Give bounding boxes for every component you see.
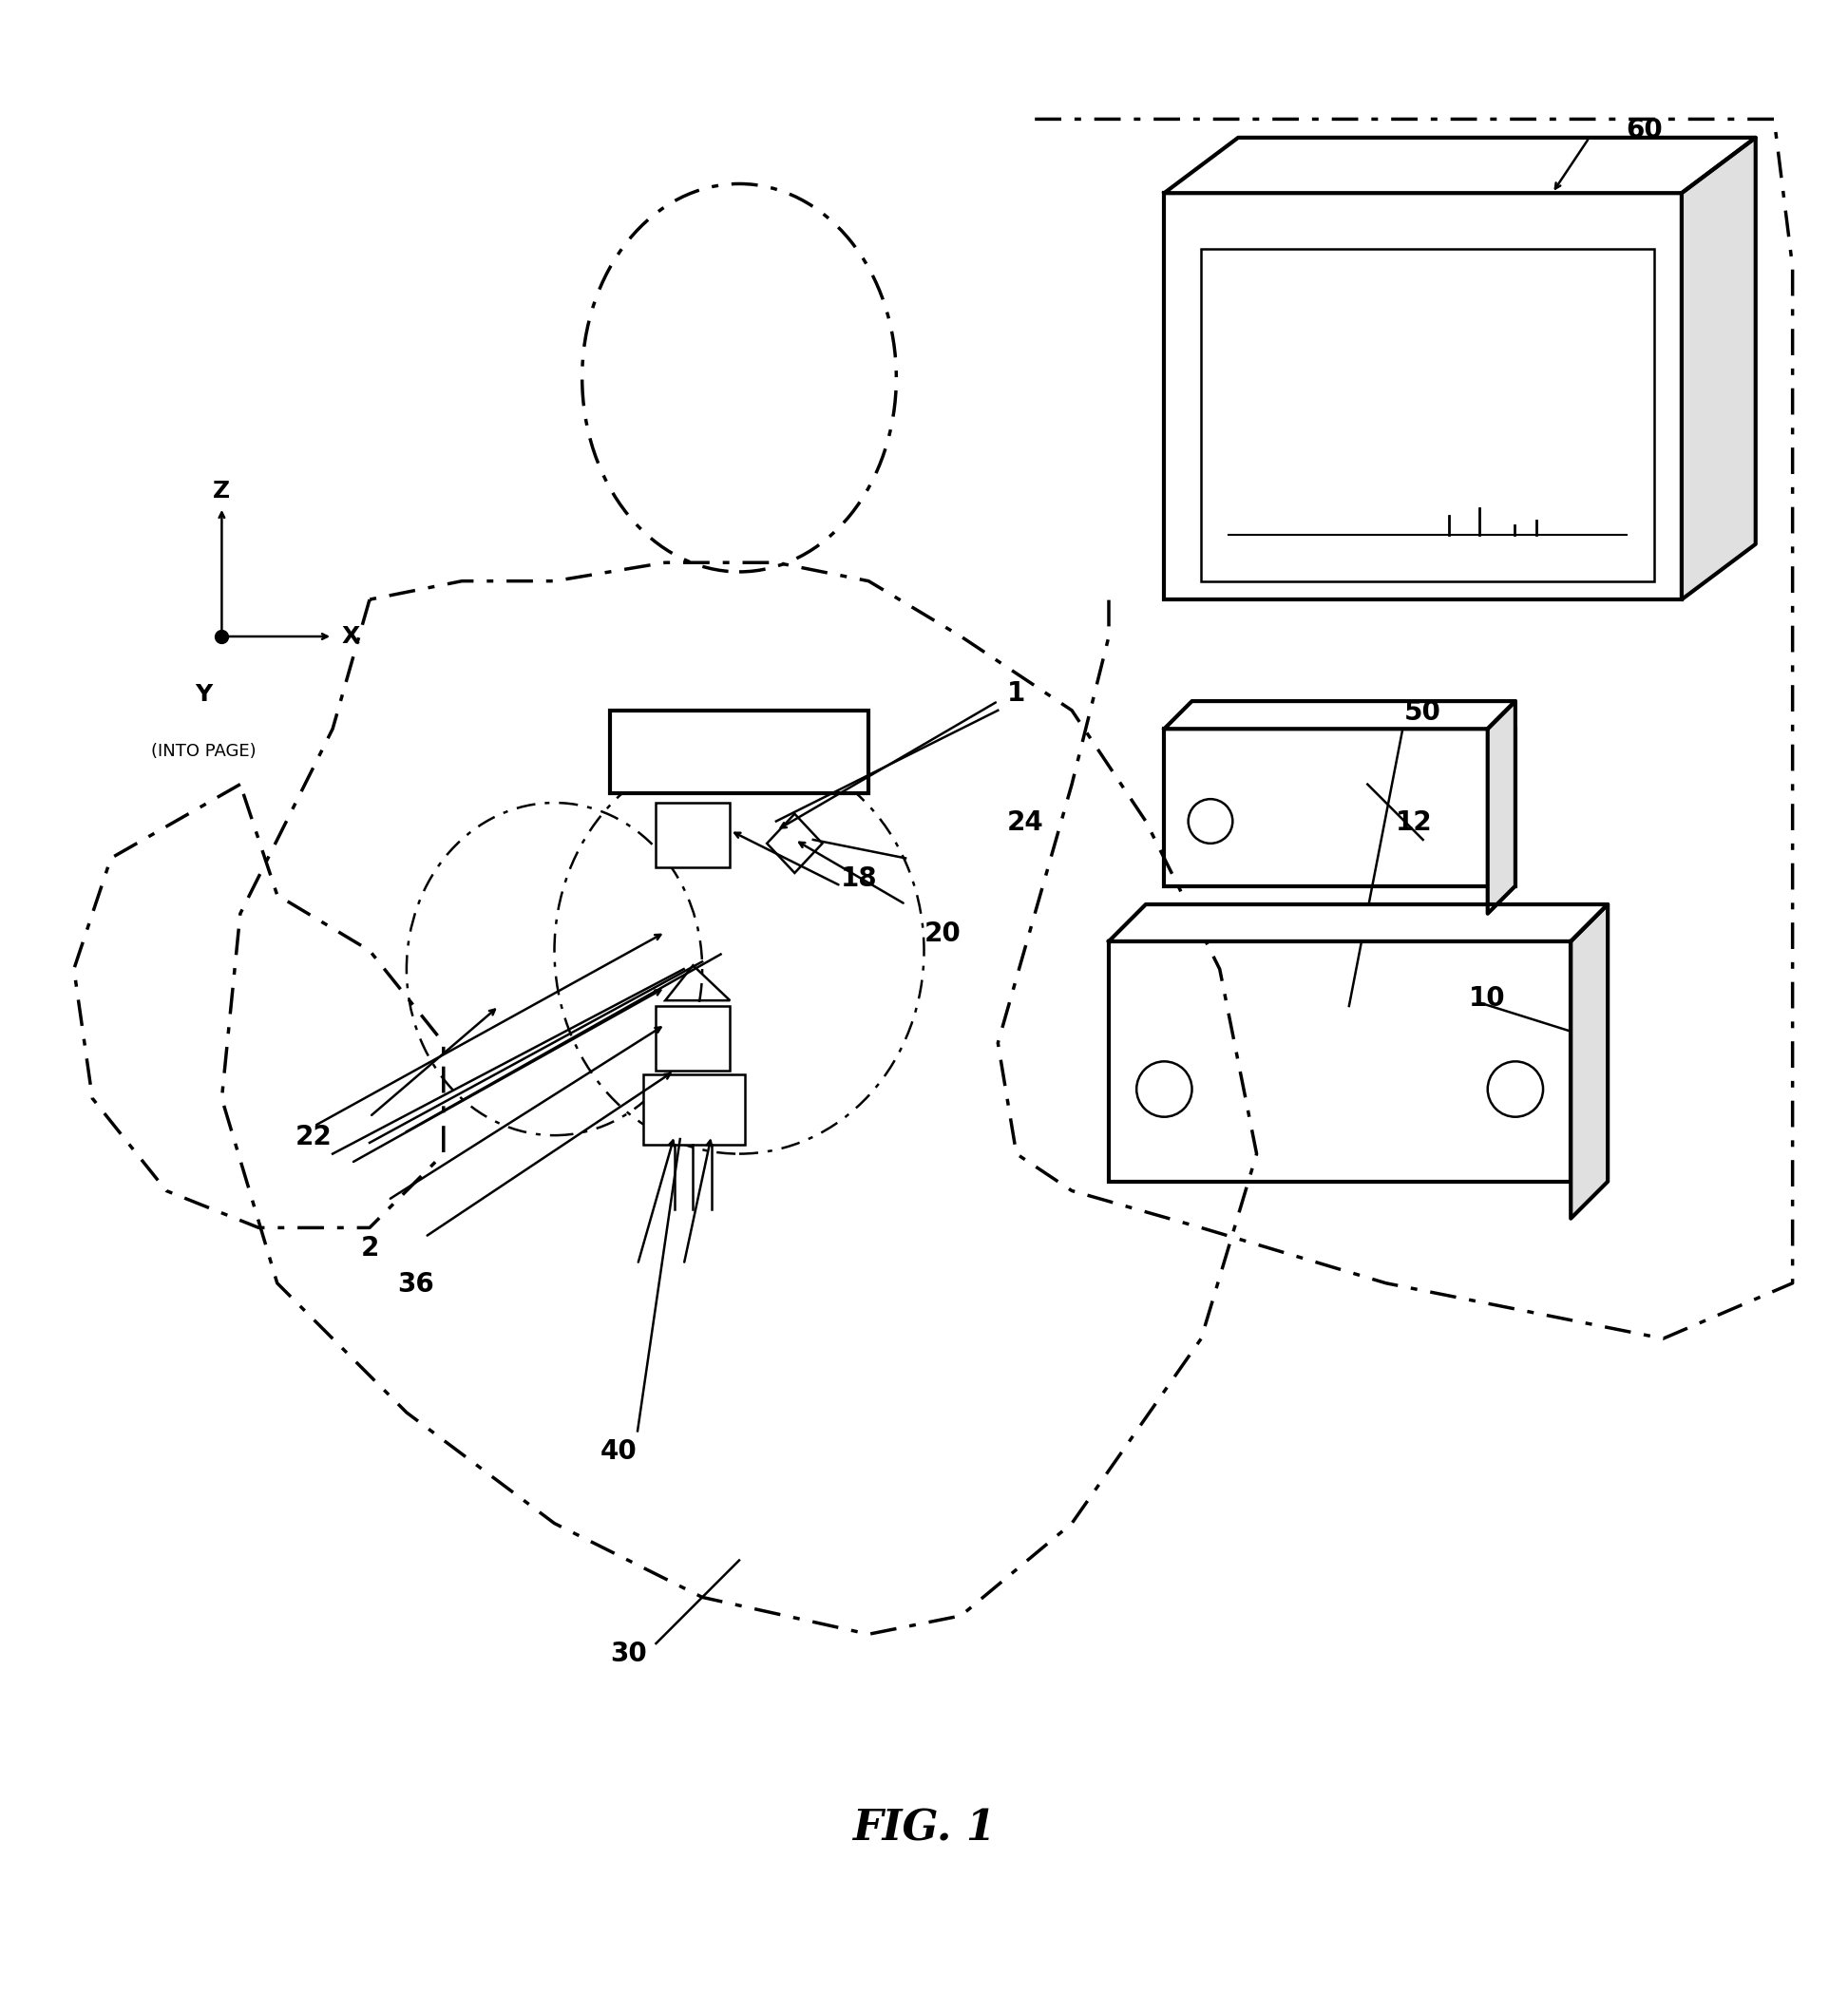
- Polygon shape: [1571, 903, 1608, 1219]
- Polygon shape: [1164, 700, 1515, 728]
- FancyBboxPatch shape: [1109, 942, 1571, 1181]
- FancyBboxPatch shape: [643, 1074, 745, 1145]
- Text: 2: 2: [360, 1235, 379, 1262]
- Polygon shape: [1164, 137, 1756, 193]
- FancyBboxPatch shape: [610, 710, 869, 793]
- Text: (INTO PAGE): (INTO PAGE): [152, 742, 255, 761]
- Polygon shape: [1682, 137, 1756, 600]
- Polygon shape: [767, 813, 822, 873]
- Text: 10: 10: [1469, 986, 1506, 1012]
- Text: 1: 1: [1007, 680, 1026, 706]
- Text: 24: 24: [1007, 809, 1044, 837]
- Text: Z: Z: [213, 479, 231, 503]
- Text: 60: 60: [1626, 117, 1663, 143]
- Text: 12: 12: [1395, 809, 1432, 837]
- Text: 22: 22: [296, 1123, 333, 1151]
- FancyBboxPatch shape: [1164, 728, 1515, 885]
- Text: 20: 20: [924, 919, 961, 948]
- Polygon shape: [1488, 700, 1515, 913]
- Text: 18: 18: [841, 865, 878, 891]
- Text: 50: 50: [1404, 698, 1441, 724]
- Text: 30: 30: [610, 1642, 647, 1668]
- Text: X: X: [342, 626, 360, 648]
- Text: Y: Y: [194, 684, 213, 706]
- Text: 40: 40: [601, 1439, 638, 1465]
- Text: FIG. 1: FIG. 1: [852, 1809, 996, 1849]
- Text: 36: 36: [397, 1272, 434, 1298]
- FancyBboxPatch shape: [656, 803, 730, 867]
- FancyBboxPatch shape: [1164, 193, 1682, 600]
- FancyBboxPatch shape: [656, 1006, 730, 1070]
- FancyBboxPatch shape: [1201, 247, 1654, 581]
- Polygon shape: [1109, 903, 1608, 942]
